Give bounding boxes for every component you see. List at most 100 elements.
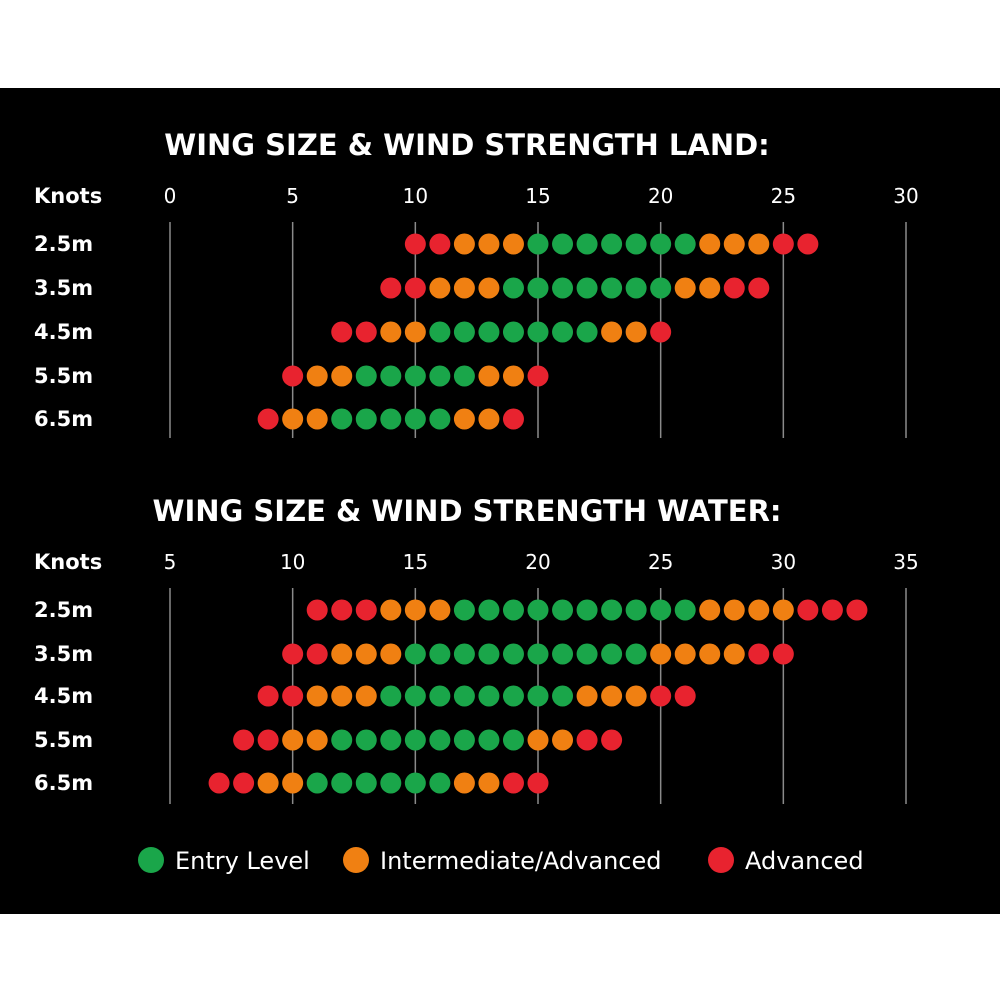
data-point-intermediate [601, 321, 623, 343]
data-point-advanced [502, 772, 524, 794]
data-point-advanced [257, 685, 279, 707]
data-point-intermediate [699, 643, 721, 665]
data-point-entry [478, 729, 500, 751]
data-point-entry [429, 408, 451, 430]
data-point-entry [331, 729, 353, 751]
data-point-entry [552, 233, 574, 255]
data-point-entry [404, 643, 426, 665]
data-point-advanced [748, 277, 770, 299]
data-point-entry [478, 643, 500, 665]
data-point-entry [453, 599, 475, 621]
data-point-entry [502, 729, 524, 751]
tick-label: 20 [525, 550, 550, 574]
data-point-intermediate [748, 599, 770, 621]
data-point-entry [625, 599, 647, 621]
data-point-intermediate [478, 233, 500, 255]
data-point-intermediate [699, 233, 721, 255]
legend-label-advanced: Advanced [745, 847, 864, 875]
data-point-entry [331, 772, 353, 794]
row-label-5-5m: 5.5m [34, 364, 93, 388]
data-point-entry [576, 233, 598, 255]
data-point-entry [527, 233, 549, 255]
data-point-entry [355, 408, 377, 430]
data-point-entry [478, 685, 500, 707]
data-point-advanced [257, 729, 279, 751]
data-point-entry [502, 599, 524, 621]
data-point-intermediate [429, 277, 451, 299]
data-point-entry [601, 643, 623, 665]
row-label-2-5m: 2.5m [34, 232, 93, 256]
legend-label-intermediate: Intermediate/Advanced [380, 847, 661, 875]
tick-label: 15 [403, 550, 428, 574]
row-label-4-5m: 4.5m [34, 320, 93, 344]
data-point-entry [552, 685, 574, 707]
data-point-advanced [674, 685, 696, 707]
data-point-advanced [821, 599, 843, 621]
data-point-entry [625, 643, 647, 665]
data-point-intermediate [380, 599, 402, 621]
data-point-advanced [331, 599, 353, 621]
data-point-entry [552, 643, 574, 665]
data-point-intermediate [478, 277, 500, 299]
data-point-intermediate [429, 599, 451, 621]
row-label-3-5m: 3.5m [34, 276, 93, 300]
data-point-advanced [233, 772, 255, 794]
data-point-advanced [282, 365, 304, 387]
data-point-intermediate [478, 408, 500, 430]
data-point-entry [404, 365, 426, 387]
data-point-entry [527, 685, 549, 707]
data-point-intermediate [674, 277, 696, 299]
data-point-intermediate [453, 772, 475, 794]
tick-label: 10 [280, 550, 305, 574]
tick-label: 0 [164, 184, 177, 208]
data-point-intermediate [478, 772, 500, 794]
data-point-entry [576, 321, 598, 343]
data-point-intermediate [699, 277, 721, 299]
data-point-advanced [650, 321, 672, 343]
data-point-entry [453, 643, 475, 665]
data-point-entry [552, 599, 574, 621]
tick-label: 25 [771, 184, 796, 208]
tick-label: 5 [164, 550, 177, 574]
data-point-entry [527, 321, 549, 343]
row-label-2-5m: 2.5m [34, 598, 93, 622]
axis-header-knots: Knots [34, 184, 102, 208]
data-point-advanced [650, 685, 672, 707]
data-point-intermediate [625, 321, 647, 343]
data-point-entry [502, 277, 524, 299]
data-point-intermediate [453, 277, 475, 299]
data-point-advanced [723, 277, 745, 299]
data-point-intermediate [502, 233, 524, 255]
data-point-entry [552, 277, 574, 299]
chart-title: WING SIZE & WIND STRENGTH LAND: [164, 128, 770, 162]
data-point-entry [527, 643, 549, 665]
data-point-intermediate [331, 685, 353, 707]
data-point-advanced [797, 599, 819, 621]
data-point-advanced [576, 729, 598, 751]
data-point-advanced [404, 233, 426, 255]
row-label-5-5m: 5.5m [34, 728, 93, 752]
data-point-intermediate [625, 685, 647, 707]
data-point-intermediate [453, 233, 475, 255]
data-point-entry [478, 321, 500, 343]
data-point-intermediate [282, 772, 304, 794]
data-point-advanced [282, 643, 304, 665]
data-point-entry [502, 643, 524, 665]
row-label-6-5m: 6.5m [34, 407, 93, 431]
data-point-intermediate [552, 729, 574, 751]
data-point-entry [355, 772, 377, 794]
data-point-intermediate [650, 643, 672, 665]
data-point-intermediate [306, 408, 328, 430]
data-point-intermediate [306, 365, 328, 387]
data-point-entry [380, 365, 402, 387]
data-point-intermediate [723, 233, 745, 255]
data-point-entry [576, 643, 598, 665]
legend-swatch-advanced [708, 847, 734, 873]
data-point-entry [404, 685, 426, 707]
row-label-4-5m: 4.5m [34, 684, 93, 708]
data-point-intermediate [355, 643, 377, 665]
data-point-advanced [282, 685, 304, 707]
data-point-entry [576, 277, 598, 299]
data-point-advanced [527, 772, 549, 794]
data-point-intermediate [306, 729, 328, 751]
